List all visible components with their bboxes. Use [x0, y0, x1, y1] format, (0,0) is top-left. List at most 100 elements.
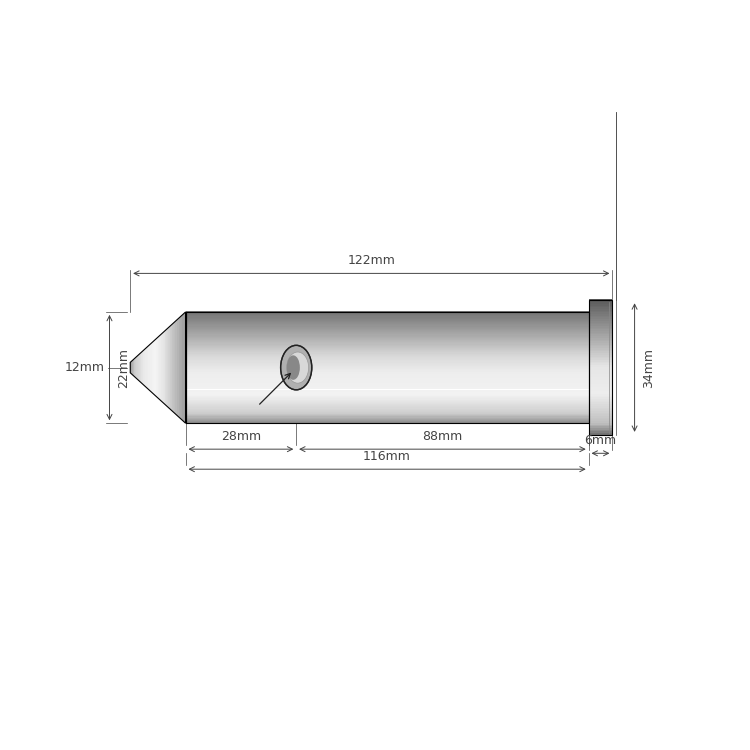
Polygon shape [589, 360, 612, 362]
Polygon shape [589, 322, 612, 324]
Polygon shape [589, 331, 612, 333]
Ellipse shape [280, 345, 312, 390]
Polygon shape [589, 379, 612, 380]
Polygon shape [185, 421, 589, 422]
Polygon shape [185, 419, 589, 420]
Polygon shape [185, 412, 589, 413]
Polygon shape [185, 358, 589, 359]
Polygon shape [589, 338, 612, 340]
Text: 122mm: 122mm [347, 254, 395, 268]
Polygon shape [589, 403, 612, 404]
Text: 88mm: 88mm [422, 430, 463, 443]
Polygon shape [589, 363, 612, 365]
Polygon shape [185, 316, 589, 317]
Polygon shape [589, 326, 612, 328]
Polygon shape [589, 380, 612, 382]
Polygon shape [589, 416, 612, 418]
Polygon shape [185, 413, 589, 414]
Polygon shape [589, 321, 612, 322]
Polygon shape [185, 335, 589, 337]
Polygon shape [185, 337, 589, 338]
Polygon shape [589, 298, 612, 301]
Polygon shape [589, 388, 612, 391]
Polygon shape [185, 341, 589, 342]
Polygon shape [589, 374, 612, 375]
Polygon shape [185, 310, 589, 312]
Polygon shape [185, 391, 589, 392]
Polygon shape [589, 333, 612, 334]
Polygon shape [185, 389, 589, 391]
Polygon shape [185, 380, 589, 382]
Polygon shape [185, 410, 589, 411]
Text: 6mm: 6mm [584, 434, 616, 447]
Polygon shape [589, 419, 612, 422]
Polygon shape [185, 420, 589, 421]
Polygon shape [185, 406, 589, 407]
Polygon shape [185, 348, 589, 349]
Polygon shape [185, 366, 589, 367]
Polygon shape [589, 410, 612, 411]
Polygon shape [589, 304, 612, 305]
Polygon shape [185, 312, 589, 313]
Polygon shape [185, 315, 589, 316]
Polygon shape [185, 362, 589, 364]
Polygon shape [589, 320, 612, 321]
Polygon shape [185, 378, 589, 380]
Polygon shape [185, 393, 589, 394]
Polygon shape [589, 426, 612, 428]
Polygon shape [589, 431, 612, 433]
Polygon shape [589, 365, 612, 367]
Polygon shape [589, 387, 612, 388]
Polygon shape [185, 411, 589, 412]
Polygon shape [589, 343, 612, 344]
Polygon shape [589, 433, 612, 435]
Polygon shape [589, 386, 612, 387]
Polygon shape [185, 403, 589, 404]
Polygon shape [589, 391, 612, 392]
Polygon shape [185, 414, 589, 416]
Polygon shape [185, 386, 589, 387]
Text: 28mm: 28mm [220, 430, 261, 443]
Polygon shape [589, 348, 612, 350]
Polygon shape [589, 424, 612, 426]
Polygon shape [589, 329, 612, 331]
Polygon shape [589, 414, 612, 416]
Polygon shape [589, 370, 612, 372]
Polygon shape [185, 330, 589, 331]
Polygon shape [185, 322, 589, 323]
Polygon shape [185, 422, 589, 423]
Polygon shape [185, 368, 589, 369]
Polygon shape [185, 405, 589, 406]
Polygon shape [589, 350, 612, 352]
Polygon shape [589, 305, 612, 308]
Polygon shape [185, 396, 589, 398]
Polygon shape [185, 418, 589, 419]
Text: 34mm: 34mm [642, 347, 655, 388]
Polygon shape [185, 402, 589, 403]
Polygon shape [589, 317, 612, 319]
Polygon shape [185, 344, 589, 346]
Polygon shape [589, 316, 612, 317]
Polygon shape [185, 371, 589, 373]
Polygon shape [185, 328, 589, 330]
Polygon shape [589, 411, 612, 413]
Polygon shape [185, 314, 589, 315]
Polygon shape [185, 331, 589, 332]
Polygon shape [185, 374, 589, 375]
Polygon shape [185, 369, 589, 370]
Text: 12mm: 12mm [64, 361, 104, 374]
Polygon shape [185, 317, 589, 319]
Polygon shape [589, 407, 612, 410]
Polygon shape [589, 355, 612, 356]
Polygon shape [185, 407, 589, 409]
Polygon shape [589, 353, 612, 355]
Polygon shape [589, 341, 612, 343]
Polygon shape [185, 400, 589, 402]
Polygon shape [589, 418, 612, 419]
Polygon shape [589, 352, 612, 353]
Polygon shape [185, 416, 589, 418]
Polygon shape [185, 359, 589, 360]
Polygon shape [185, 355, 589, 356]
Polygon shape [185, 373, 589, 374]
Polygon shape [185, 364, 589, 366]
